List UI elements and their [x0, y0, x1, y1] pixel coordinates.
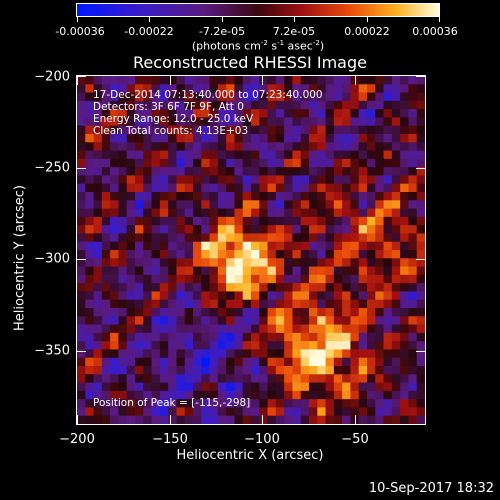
- x-tick-label: −50: [341, 432, 369, 447]
- x-tick-major-top: [170, 75, 171, 85]
- clean-counts-label: Clean Total counts: 4.13E+03: [93, 125, 249, 137]
- colorbar: [76, 3, 440, 17]
- colorbar-tick-label: 7.2e-05: [272, 25, 316, 38]
- image-frame: [76, 75, 426, 425]
- y-tick-major: [76, 168, 86, 169]
- x-tick-major: [77, 415, 78, 425]
- colorbar-tick-label: -0.00036: [55, 25, 105, 38]
- x-tick-label: −150: [152, 432, 188, 447]
- x-tick-major-top: [77, 75, 78, 85]
- x-tick-major: [262, 415, 263, 425]
- colorbar-tick-label: -7.2e-05: [198, 25, 246, 38]
- y-tick-major-right: [416, 259, 426, 260]
- x-tick-major: [355, 415, 356, 425]
- colorbar-tick: [222, 17, 223, 22]
- time-range-label: 17-Dec-2014 07:13:40.000 to 07:23:40.000: [93, 89, 323, 101]
- detectors-label: Detectors: 3F 6F 7F 9F, Att 0: [93, 101, 244, 113]
- y-axis-title: Heliocentric Y (arcsec): [12, 185, 28, 331]
- y-tick-major-right: [416, 76, 426, 77]
- colorbar-tick: [77, 17, 78, 22]
- x-tick-label: −100: [244, 432, 280, 447]
- energy-range-label: Energy Range: 12.0 - 25.0 keV: [93, 113, 254, 125]
- y-tick-major: [76, 259, 86, 260]
- x-tick-label: −200: [59, 432, 95, 447]
- y-tick-label: −300: [34, 251, 70, 267]
- x-tick-major: [170, 415, 171, 425]
- colorbar-tick: [149, 17, 150, 22]
- plot-timestamp: 10-Sep-2017 18:32: [368, 481, 494, 496]
- colorbar-tick-label: -0.00022: [124, 25, 174, 38]
- peak-position-label: Position of Peak = [-115,-298]: [93, 397, 251, 409]
- y-tick-label: −200: [34, 69, 70, 85]
- plot-title: Reconstructed RHESSI Image: [133, 53, 367, 72]
- colorbar-tick: [294, 17, 295, 22]
- y-tick-major: [76, 351, 86, 352]
- colorbar-tick-label: 0.00022: [344, 25, 390, 38]
- colorbar-tick-label: 0.00036: [412, 25, 458, 38]
- y-tick-major-right: [416, 351, 426, 352]
- rhessi-image: [77, 76, 425, 424]
- x-tick-major-top: [262, 75, 263, 85]
- x-axis-title: Heliocentric X (arcsec): [176, 448, 324, 463]
- y-tick-major-right: [416, 168, 426, 169]
- colorbar-tick: [367, 17, 368, 22]
- colorbar-unit-label: (photons cm-2 s-1 asec-2): [191, 39, 325, 53]
- colorbar-tick: [439, 17, 440, 22]
- y-tick-major: [76, 76, 86, 77]
- y-tick-label: −350: [34, 343, 70, 359]
- y-tick-label: −250: [34, 160, 70, 176]
- x-tick-major-top: [355, 75, 356, 85]
